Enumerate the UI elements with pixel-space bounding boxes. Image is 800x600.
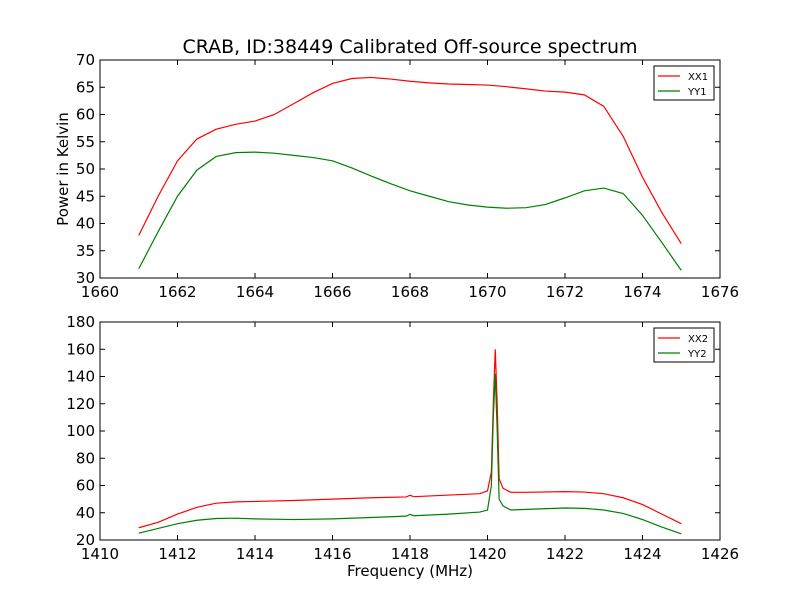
x-tick-label: 1420 bbox=[468, 545, 506, 563]
bottom-chart: 1410 1412 1414 1416 1418 1420 1422 1424 1426 20 40… bbox=[66, 313, 739, 580]
y-tick-label: 40 bbox=[76, 215, 95, 233]
x-tick-label: 1676 bbox=[701, 283, 739, 301]
figure-title: CRAB, ID:38449 Calibrated Off-source spe… bbox=[182, 36, 637, 58]
x-tick-label: 1660 bbox=[81, 283, 119, 301]
x-axis-label: Frequency (MHz) bbox=[347, 562, 473, 580]
legend-label-xx2: XX2 bbox=[688, 334, 708, 345]
x-tick-label: 1422 bbox=[546, 545, 584, 563]
y-tick-label: 80 bbox=[76, 449, 95, 467]
series-line-yy2 bbox=[138, 373, 682, 535]
series-line-yy1 bbox=[138, 151, 682, 271]
y-tick-label: 100 bbox=[66, 422, 95, 440]
y-tick-label: 30 bbox=[76, 269, 95, 287]
y-axis-label: Power in Kelvin bbox=[54, 112, 72, 226]
x-tick-label: 1670 bbox=[468, 283, 506, 301]
legend-box bbox=[653, 327, 715, 363]
top-chart: 1660 1662 1664 1666 1668 1670 1672 1674 1676 30 35… bbox=[54, 51, 739, 301]
x-tick-label: 1668 bbox=[391, 283, 429, 301]
y-tick-label: 120 bbox=[66, 395, 95, 413]
y-tick-label: 140 bbox=[66, 368, 95, 386]
legend-box bbox=[653, 65, 715, 101]
y-tick-label: 70 bbox=[76, 51, 95, 69]
y-tick-label: 60 bbox=[76, 477, 95, 495]
x-tick-label: 1674 bbox=[623, 283, 661, 301]
y-tick-label: 40 bbox=[76, 504, 95, 522]
x-tick-label: 1664 bbox=[236, 283, 274, 301]
x-tick-label: 1410 bbox=[81, 545, 119, 563]
legend-label-yy1: YY1 bbox=[687, 87, 707, 98]
x-tick-label: 1666 bbox=[313, 283, 351, 301]
x-tick-label: 1672 bbox=[546, 283, 584, 301]
y-tick-label: 50 bbox=[76, 160, 95, 178]
series-line-xx2 bbox=[138, 349, 682, 529]
y-tick-label: 20 bbox=[76, 531, 95, 549]
y-tick-label: 35 bbox=[76, 242, 95, 260]
x-tick-label: 1412 bbox=[158, 545, 196, 563]
y-tick-label: 160 bbox=[66, 340, 95, 358]
x-tick-label: 1424 bbox=[623, 545, 661, 563]
legend-label-xx1: XX1 bbox=[688, 72, 708, 83]
x-tick-label: 1416 bbox=[313, 545, 351, 563]
y-tick-label: 180 bbox=[66, 313, 95, 331]
x-tick-label: 1418 bbox=[391, 545, 429, 563]
y-tick-label: 60 bbox=[76, 106, 95, 124]
y-tick-label: 45 bbox=[76, 187, 95, 205]
legend-label-yy2: YY2 bbox=[687, 349, 707, 360]
x-tick-label: 1426 bbox=[701, 545, 739, 563]
x-tick-label: 1662 bbox=[158, 283, 196, 301]
x-tick-label: 1414 bbox=[236, 545, 274, 563]
y-tick-label: 65 bbox=[76, 78, 95, 96]
y-tick-label: 55 bbox=[76, 133, 95, 151]
series-line-xx1 bbox=[138, 76, 682, 244]
